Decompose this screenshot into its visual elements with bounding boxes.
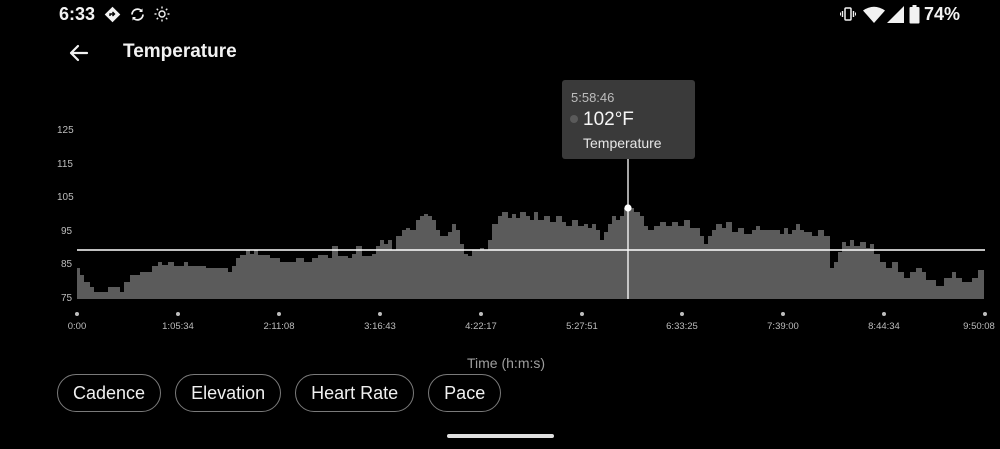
battery-icon: [909, 5, 920, 29]
x-tick-dot: [781, 312, 785, 316]
cell-signal-icon: [887, 6, 904, 28]
x-tick-label: 8:44:34: [868, 321, 900, 332]
battery-percent: 74%: [924, 4, 961, 24]
wifi-icon: [863, 6, 885, 28]
x-tick-dot: [378, 312, 382, 316]
x-tick-label: 6:33:25: [666, 321, 698, 332]
selected-point-marker[interactable]: [624, 204, 632, 212]
x-tick-dot: [479, 312, 483, 316]
navigation-diamond-icon: [104, 6, 121, 28]
y-tick-label: 85: [61, 259, 73, 270]
x-tick-label: 2:11:08: [263, 321, 295, 332]
x-tick-dot: [176, 312, 180, 316]
x-tick-dot: [680, 312, 684, 316]
elevation-chip[interactable]: Elevation: [175, 374, 282, 412]
metric-chip-group: Cadence Elevation Heart Rate Pace: [57, 374, 502, 412]
sync-icon: [129, 6, 146, 28]
x-tick-dot: [983, 312, 987, 316]
series-dot-icon: [570, 115, 578, 123]
x-tick-label: 5:27:51: [566, 321, 598, 332]
temperature-area: [77, 208, 984, 299]
x-tick-label: 1:05:34: [162, 321, 194, 332]
x-tick-dot: [277, 312, 281, 316]
gesture-nav-handle[interactable]: [447, 434, 554, 438]
x-tick-dot: [882, 312, 886, 316]
tooltip-series-label: Temperature: [583, 135, 662, 151]
tooltip-time: 5:58:46: [571, 90, 615, 105]
x-tick-label: 3:16:43: [364, 321, 396, 332]
y-tick-label: 105: [57, 192, 74, 203]
status-bar: 6:33 74%: [0, 0, 1000, 30]
y-tick-label: 75: [61, 293, 73, 304]
arrow-left-icon: [69, 44, 89, 62]
pace-chip[interactable]: Pace: [428, 374, 502, 412]
page-title: Temperature: [123, 41, 237, 62]
heart-rate-chip[interactable]: Heart Rate: [295, 374, 415, 412]
status-time: 6:33: [59, 4, 96, 24]
x-tick-label: 7:39:00: [767, 321, 799, 332]
value-tooltip: 5:58:46 102°F Temperature: [562, 80, 695, 159]
x-tick-label: 9:50:08: [963, 321, 995, 332]
y-tick-label: 115: [57, 159, 73, 170]
x-tick-dot: [75, 312, 79, 316]
x-tick-label: 4:22:17: [465, 321, 497, 332]
x-tick-label: 0:00: [67, 321, 87, 332]
back-button[interactable]: [64, 40, 94, 66]
y-tick-label: 125: [57, 125, 74, 136]
app-bar: Temperature: [0, 30, 1000, 76]
vibrate-icon: [840, 6, 856, 27]
cadence-chip[interactable]: Cadence: [57, 374, 162, 412]
tooltip-value: 102°F: [583, 109, 634, 130]
x-tick-dot: [580, 312, 584, 316]
x-axis-title: Time (h:m:s): [467, 355, 546, 371]
y-tick-label: 95: [61, 226, 73, 237]
brightness-icon: [154, 6, 170, 27]
